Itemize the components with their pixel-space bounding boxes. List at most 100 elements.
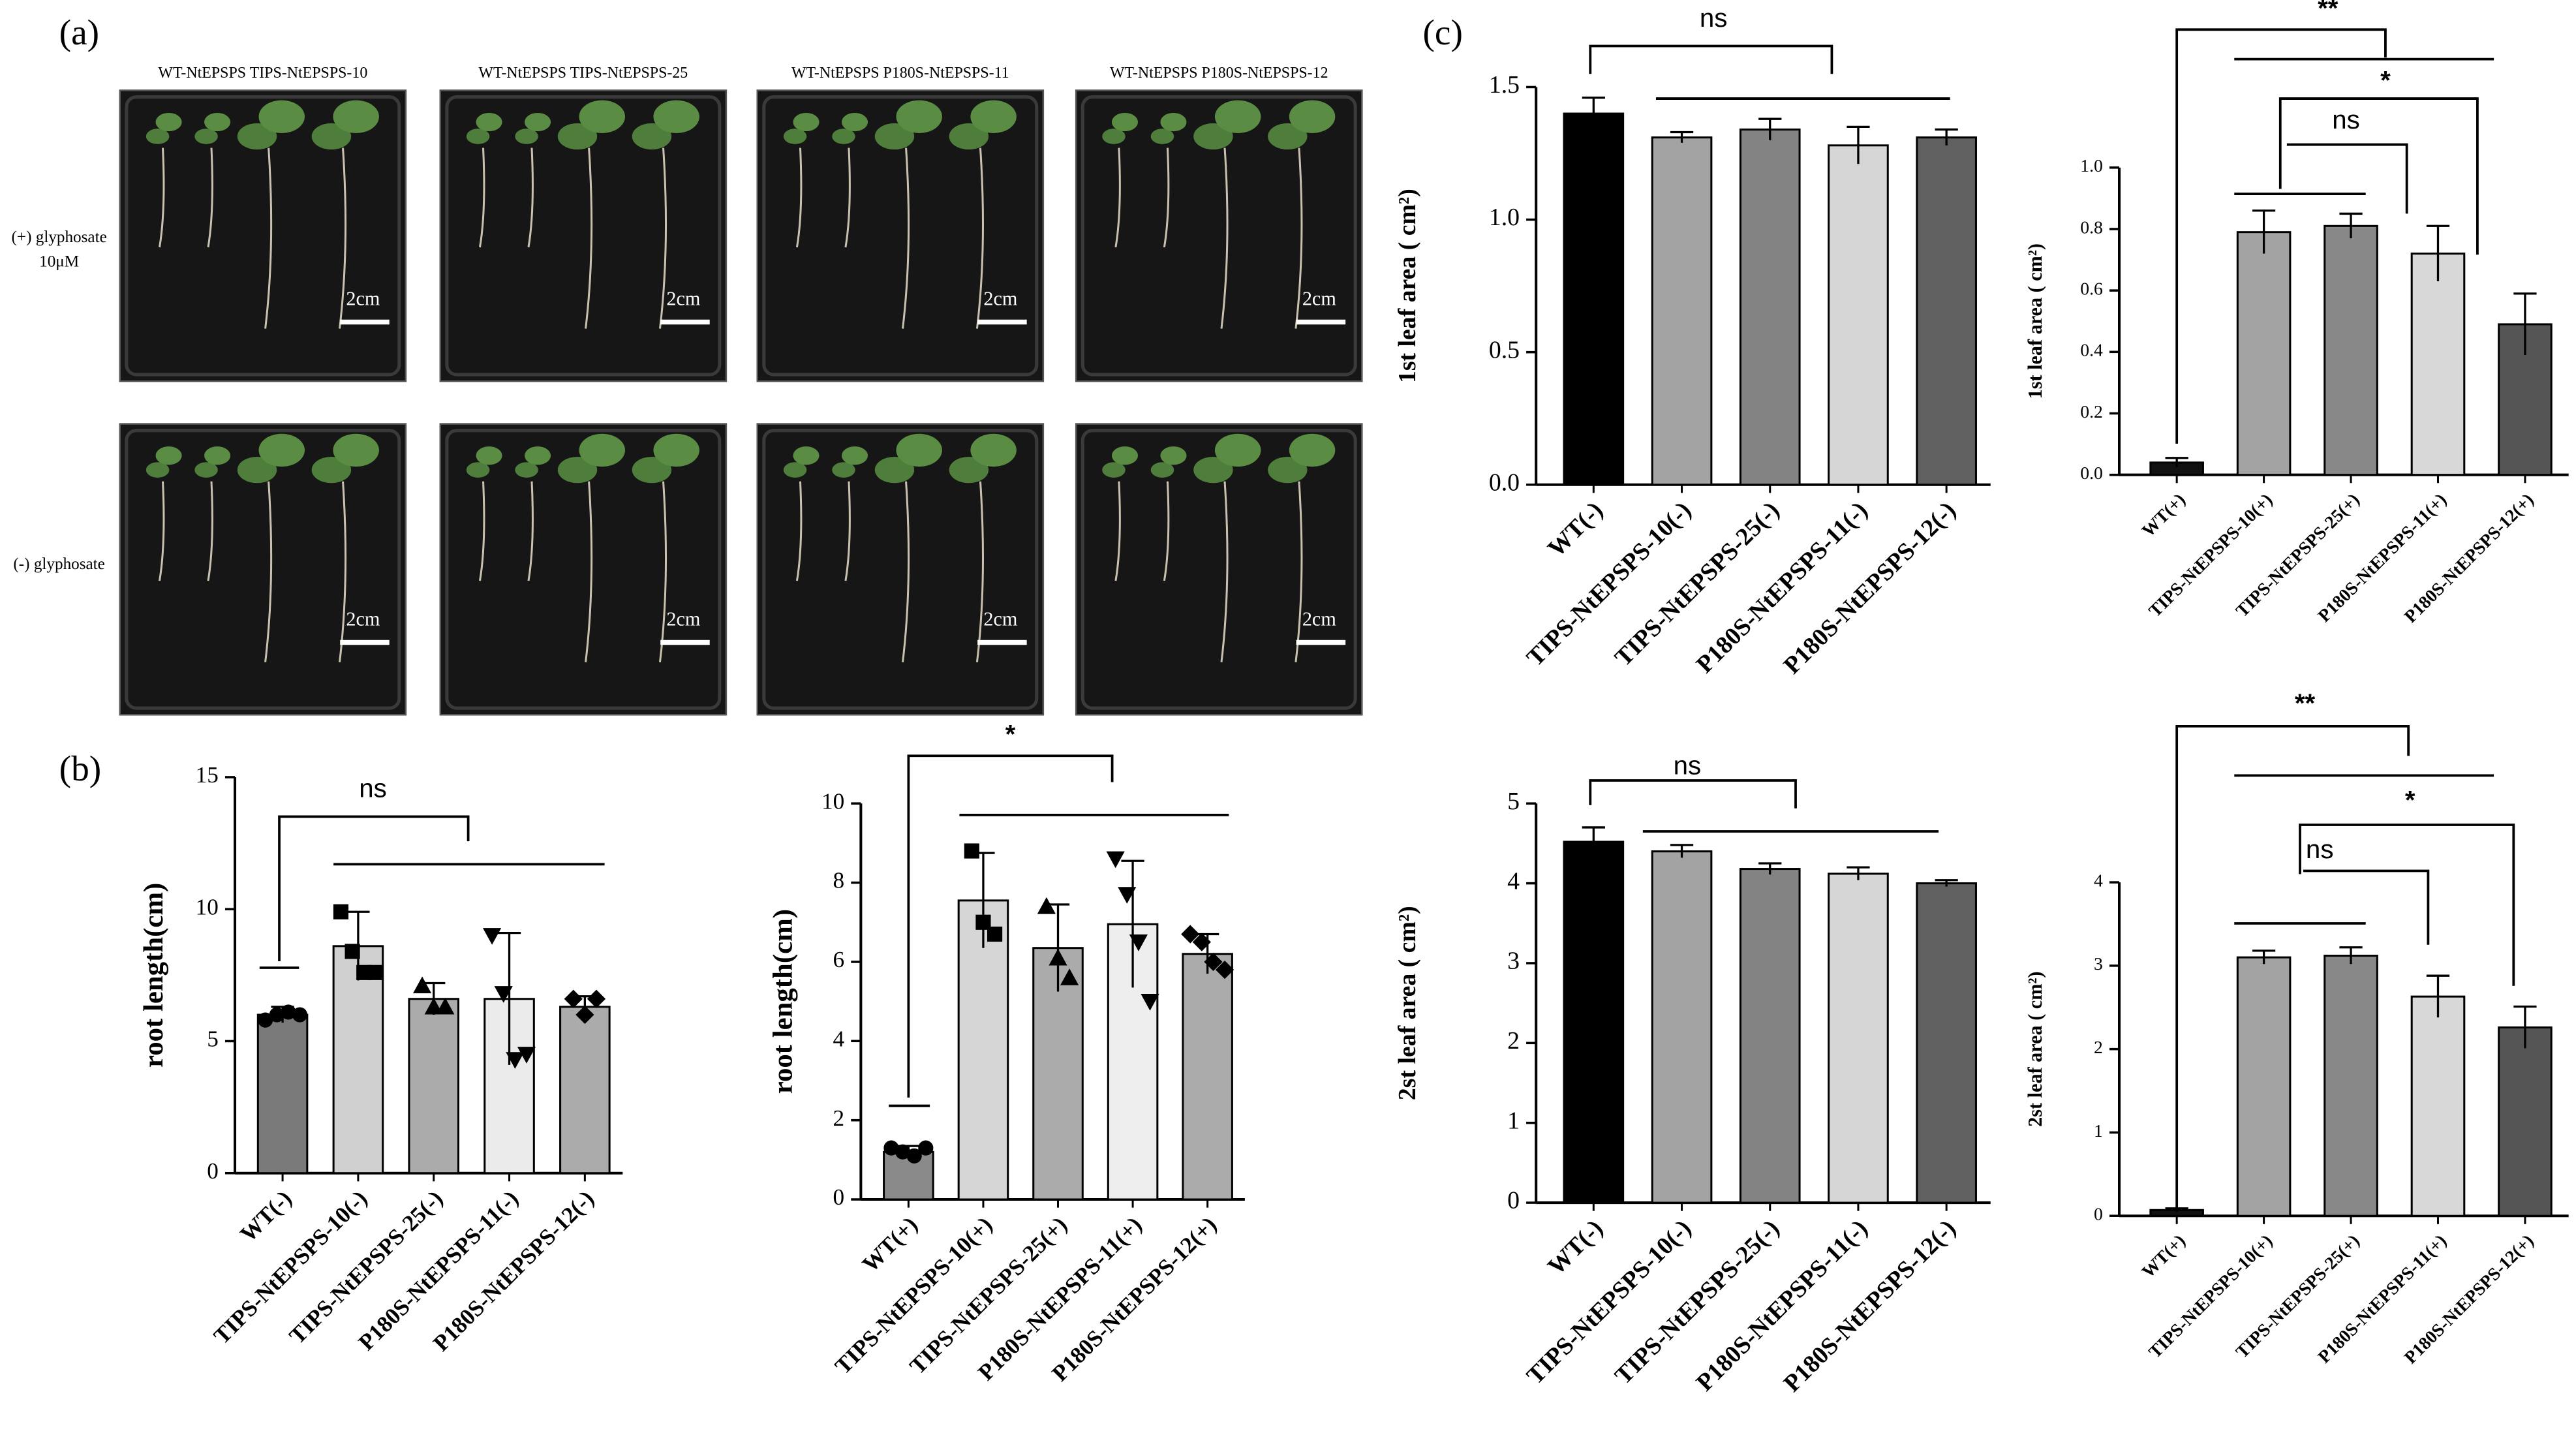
y-tick-label: 0 — [833, 1184, 845, 1210]
leaf — [874, 456, 915, 484]
leaf — [1193, 123, 1233, 150]
y-tick-label: 10 — [821, 788, 844, 814]
bar — [2410, 253, 2466, 476]
y-tick-label: 15 — [196, 762, 219, 788]
data-point — [333, 904, 349, 919]
leaf — [515, 129, 538, 144]
leaf — [970, 100, 1017, 133]
leaf — [525, 446, 551, 465]
leaf — [783, 462, 807, 478]
root — [264, 147, 273, 329]
y-tick-label: 1.0 — [2080, 155, 2103, 176]
leaf — [466, 462, 490, 478]
scale-bar-label: 2cm — [1302, 608, 1337, 630]
scale-bar-label: 2cm — [983, 608, 1018, 630]
significance-bracket — [1589, 779, 1797, 809]
photo-caption: WT-NtEPSPS P180S-NtEPSPS-12 — [1110, 65, 1328, 82]
photo-plate — [125, 95, 401, 377]
leaf — [515, 462, 538, 478]
bar — [559, 1006, 611, 1175]
y-tick-label: 4 — [2094, 870, 2103, 890]
photo-caption: WT-NtEPSPS TIPS-NtEPSPS-10 — [158, 65, 367, 82]
data-point — [356, 964, 372, 980]
leaf — [155, 446, 182, 465]
leaf — [783, 129, 807, 144]
leaf — [1289, 433, 1336, 467]
y-tick-label: 3 — [2094, 953, 2103, 974]
x-tick-label: TIPS-NtEPSPS-10(-) — [1522, 497, 1696, 671]
y-tick-label: 0.4 — [2080, 340, 2103, 360]
significance-label: ns — [2306, 835, 2334, 864]
x-tick-label: WT(+) — [857, 1212, 923, 1277]
error-bar — [1758, 117, 1782, 140]
root — [1220, 481, 1229, 662]
y-tick-label: 1 — [2094, 1120, 2103, 1141]
error-bar — [1121, 859, 1144, 988]
leaf — [841, 112, 868, 132]
data-point — [1129, 934, 1148, 951]
photo-plate — [1081, 429, 1357, 710]
leaf — [1150, 462, 1174, 478]
y-tick-label: 10 — [196, 894, 219, 919]
leaf — [970, 433, 1017, 467]
significance-label: * — [1005, 720, 1016, 749]
data-point — [292, 1007, 308, 1023]
significance-bracket — [2175, 28, 2387, 444]
data-point — [906, 1148, 922, 1164]
leaf — [949, 123, 989, 150]
data-point — [1049, 948, 1067, 966]
error-bar — [497, 931, 521, 1065]
data-point — [412, 976, 432, 994]
significance-label: ns — [359, 774, 387, 803]
leaf — [1160, 446, 1187, 465]
root — [1220, 147, 1229, 329]
error-bar — [1670, 844, 1694, 858]
significance-label: * — [2380, 66, 2391, 95]
root — [795, 481, 803, 581]
leaf — [155, 112, 182, 132]
y-tick-label: 2 — [1507, 1027, 1520, 1055]
photo-plate — [1081, 95, 1357, 377]
bar — [2410, 995, 2466, 1217]
data-point — [1141, 994, 1159, 1011]
root — [1114, 147, 1121, 248]
scale-bar-label: 2cm — [1302, 288, 1337, 310]
data-point — [281, 1004, 296, 1020]
leaf — [832, 129, 855, 144]
error-bar — [2165, 457, 2188, 467]
data-point — [494, 986, 513, 1003]
root — [795, 147, 803, 248]
significance-bracket — [907, 754, 1114, 1098]
bar — [1182, 953, 1233, 1201]
leaf — [311, 123, 352, 150]
significance-bracket — [2278, 97, 2479, 255]
significance-bracket — [1589, 44, 1833, 74]
x-tick-label: TIPS-NtEPSPS-25(-) — [1610, 1214, 1785, 1389]
significance-label: ns — [1700, 3, 1728, 33]
data-point — [564, 989, 583, 1008]
data-point — [1204, 952, 1223, 972]
photo-plate — [445, 429, 722, 710]
bar — [1828, 144, 1889, 486]
x-tick-label: P180S-NtEPSPS-11(-) — [1691, 1214, 1873, 1396]
leaf — [874, 123, 915, 150]
data-point — [367, 964, 383, 980]
bar — [1563, 841, 1625, 1204]
bar — [1916, 882, 1977, 1204]
leaf — [1102, 129, 1126, 144]
x-tick-label: P180S-NtEPSPS-11(-) — [1691, 497, 1873, 679]
significance-bracket — [2299, 824, 2515, 986]
significance-label: ** — [2318, 0, 2338, 23]
root — [159, 481, 165, 581]
significance-bracket — [2175, 725, 2410, 1211]
y-tick-label: 0.0 — [1489, 469, 1520, 496]
error-bar — [1670, 131, 1694, 143]
leaf — [1214, 433, 1261, 467]
root — [207, 147, 213, 248]
data-point — [436, 997, 455, 1015]
bar — [2236, 231, 2292, 476]
y-tick-label: 0.2 — [2080, 401, 2103, 422]
error-bar — [1582, 826, 1605, 856]
error-bar — [1847, 125, 1870, 164]
leaf — [1150, 129, 1174, 144]
